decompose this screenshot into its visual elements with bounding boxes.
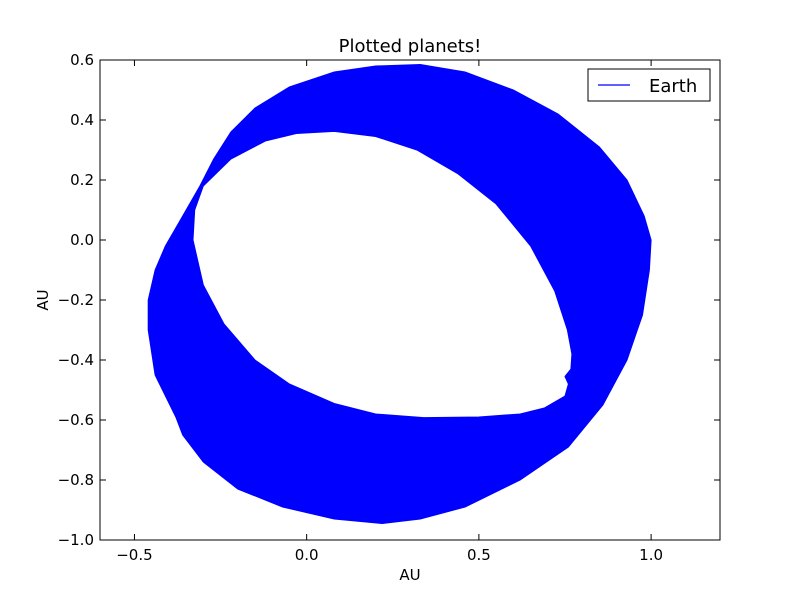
legend-label-earth: Earth [649,76,697,97]
y-tick-label: −0.2 [58,291,94,309]
axis-ticks: −0.5 0.0 0.5 1.0 −1.0 −0.8 −0.6 −0.4 −0.2 0.0 0.2 0… [58,51,720,564]
x-tick-label: −0.5 [116,546,152,564]
legend: Earth [587,68,711,102]
plot-frame [99,59,721,541]
y-tick-label: 0.6 [70,51,94,69]
x-tick-label: 0.5 [467,546,491,564]
y-tick-label: −0.6 [58,411,94,429]
x-tick-label: 1.0 [639,546,663,564]
y-tick-label: −1.0 [58,531,94,549]
x-tick-label: 0.0 [295,546,319,564]
y-tick-label: −0.4 [58,351,94,369]
legend-box [587,68,711,102]
y-tick-label: −0.8 [58,471,94,489]
plot-area [147,63,652,525]
chart-title: Plotted planets! [339,36,482,57]
y-tick-label: 0.0 [70,231,94,249]
x-axis-label: AU [399,566,420,584]
y-tick-label: 0.2 [70,171,94,189]
series-earth-orbit-band [147,63,652,525]
y-tick-label: 0.4 [70,111,94,129]
y-axis-label: AU [34,289,52,310]
